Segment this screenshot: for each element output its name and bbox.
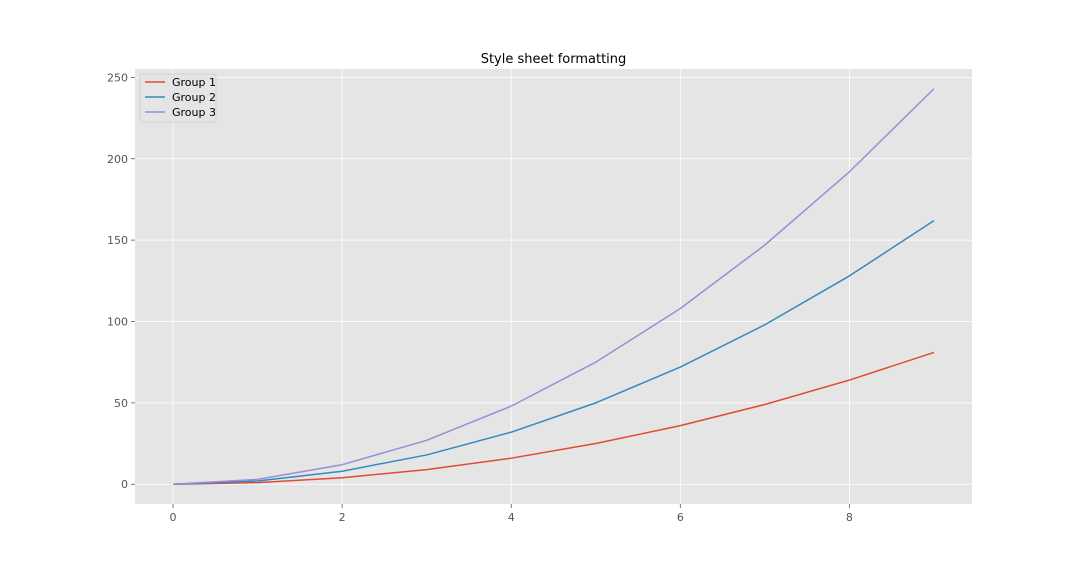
x-tick-label: 8 bbox=[846, 511, 853, 524]
x-tick-label: 6 bbox=[677, 511, 684, 524]
axis-ticks: 0 2 4 6 8 0 50 100 150 200 250 bbox=[107, 71, 853, 524]
y-tick-label: 150 bbox=[107, 234, 128, 247]
y-tick-label: 200 bbox=[107, 153, 128, 166]
legend-label-1: Group 1 bbox=[172, 76, 216, 89]
legend-label-3: Group 3 bbox=[172, 106, 216, 119]
series-line-3 bbox=[173, 88, 935, 485]
x-tick-label: 2 bbox=[339, 511, 346, 524]
plot-background bbox=[135, 69, 972, 504]
y-tick-label: 50 bbox=[114, 397, 128, 410]
y-tick-label: 250 bbox=[107, 71, 128, 84]
x-tick-label: 4 bbox=[508, 511, 515, 524]
chart-title: Style sheet formatting bbox=[481, 52, 627, 67]
series-line-2 bbox=[173, 219, 935, 485]
legend-box bbox=[139, 73, 217, 123]
y-tick-label: 0 bbox=[121, 478, 128, 491]
x-tick-label: 0 bbox=[170, 511, 177, 524]
series-lines bbox=[173, 88, 935, 485]
grid-lines bbox=[135, 69, 972, 504]
y-tick-label: 100 bbox=[107, 315, 128, 328]
legend: Group 1 Group 2 Group 3 bbox=[139, 73, 217, 123]
legend-label-2: Group 2 bbox=[172, 91, 216, 104]
series-line-1 bbox=[173, 351, 935, 485]
